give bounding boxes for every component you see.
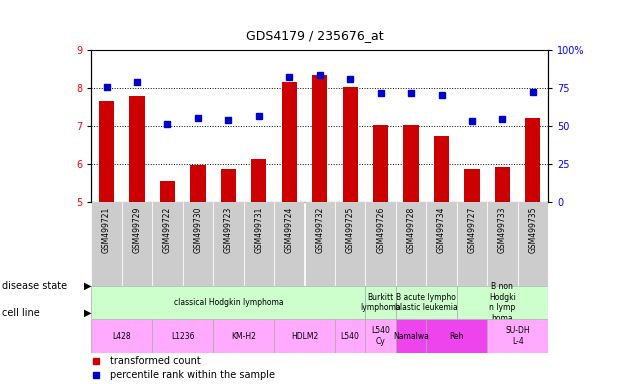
Text: ▶: ▶ bbox=[84, 281, 91, 291]
Text: GSM499730: GSM499730 bbox=[193, 206, 202, 253]
Bar bbox=[427, 202, 457, 286]
Bar bbox=[274, 202, 304, 286]
Bar bbox=[335, 319, 365, 353]
Bar bbox=[396, 319, 427, 353]
Text: GSM499726: GSM499726 bbox=[376, 206, 385, 253]
Bar bbox=[122, 202, 152, 286]
Bar bbox=[244, 202, 274, 286]
Bar bbox=[152, 202, 183, 286]
Text: GSM499723: GSM499723 bbox=[224, 206, 233, 253]
Bar bbox=[487, 202, 518, 286]
Bar bbox=[335, 202, 365, 286]
Bar bbox=[495, 167, 510, 202]
Text: GSM499733: GSM499733 bbox=[498, 206, 507, 253]
Bar bbox=[365, 286, 396, 319]
Bar bbox=[190, 165, 205, 202]
Bar bbox=[91, 319, 152, 353]
Bar bbox=[457, 286, 548, 319]
Text: GSM499729: GSM499729 bbox=[132, 206, 142, 253]
Bar bbox=[160, 181, 175, 202]
Text: classical Hodgkin lymphoma: classical Hodgkin lymphoma bbox=[173, 298, 284, 307]
Bar bbox=[213, 319, 274, 353]
Bar bbox=[91, 202, 122, 286]
Bar bbox=[304, 202, 335, 286]
Bar bbox=[396, 286, 457, 319]
Bar bbox=[282, 82, 297, 202]
Bar bbox=[434, 136, 449, 202]
Text: GDS4179 / 235676_at: GDS4179 / 235676_at bbox=[246, 29, 384, 42]
Text: B non
Hodgki
n lymp
homa: B non Hodgki n lymp homa bbox=[489, 283, 516, 323]
Bar bbox=[129, 96, 145, 202]
Bar bbox=[312, 74, 328, 202]
Bar bbox=[183, 202, 213, 286]
Text: L540: L540 bbox=[341, 331, 360, 341]
Bar bbox=[457, 202, 487, 286]
Text: GSM499728: GSM499728 bbox=[406, 206, 416, 253]
Text: GSM499727: GSM499727 bbox=[467, 206, 476, 253]
Text: SU-DH
L-4: SU-DH L-4 bbox=[505, 326, 530, 346]
Bar bbox=[152, 319, 213, 353]
Text: GSM499731: GSM499731 bbox=[255, 206, 263, 253]
Text: transformed count: transformed count bbox=[110, 356, 200, 366]
Bar bbox=[99, 101, 114, 202]
Text: L540
Cy: L540 Cy bbox=[371, 326, 390, 346]
Text: Namalwa: Namalwa bbox=[393, 331, 429, 341]
Bar bbox=[365, 202, 396, 286]
Text: GSM499725: GSM499725 bbox=[346, 206, 355, 253]
Text: cell line: cell line bbox=[2, 308, 40, 318]
Bar bbox=[213, 202, 244, 286]
Bar bbox=[343, 87, 358, 202]
Text: GSM499735: GSM499735 bbox=[529, 206, 537, 253]
Text: L428: L428 bbox=[113, 331, 131, 341]
Text: HDLM2: HDLM2 bbox=[291, 331, 318, 341]
Bar bbox=[396, 202, 427, 286]
Text: percentile rank within the sample: percentile rank within the sample bbox=[110, 370, 275, 380]
Bar bbox=[518, 202, 548, 286]
Bar bbox=[274, 319, 335, 353]
Text: Burkitt
lymphoma: Burkitt lymphoma bbox=[360, 293, 401, 312]
Text: GSM499721: GSM499721 bbox=[102, 206, 111, 253]
Text: B acute lympho
blastic leukemia: B acute lympho blastic leukemia bbox=[395, 293, 457, 312]
Bar bbox=[525, 118, 541, 202]
Text: GSM499722: GSM499722 bbox=[163, 206, 172, 253]
Bar bbox=[220, 169, 236, 202]
Text: GSM499734: GSM499734 bbox=[437, 206, 446, 253]
Text: disease state: disease state bbox=[2, 281, 67, 291]
Bar bbox=[365, 319, 396, 353]
Bar bbox=[487, 319, 548, 353]
Bar bbox=[464, 169, 479, 202]
Text: Reh: Reh bbox=[449, 331, 464, 341]
Text: ▶: ▶ bbox=[84, 308, 91, 318]
Text: KM-H2: KM-H2 bbox=[231, 331, 256, 341]
Bar bbox=[251, 159, 266, 202]
Text: GSM499724: GSM499724 bbox=[285, 206, 294, 253]
Bar bbox=[427, 319, 487, 353]
Text: L1236: L1236 bbox=[171, 331, 195, 341]
Bar bbox=[403, 125, 419, 202]
Text: GSM499732: GSM499732 bbox=[315, 206, 324, 253]
Bar bbox=[91, 286, 365, 319]
Bar bbox=[373, 125, 388, 202]
